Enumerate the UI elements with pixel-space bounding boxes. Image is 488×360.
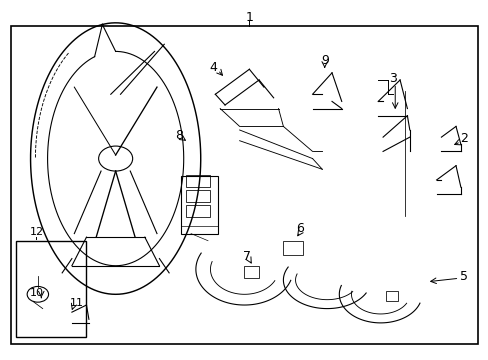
Bar: [186, 175, 210, 187]
Bar: [186, 190, 210, 202]
Text: 8: 8: [175, 129, 183, 142]
Bar: [16, 241, 86, 337]
Text: 2: 2: [459, 132, 467, 145]
Bar: [11, 26, 477, 344]
Bar: [186, 205, 210, 217]
Text: 10: 10: [29, 288, 43, 297]
Text: 3: 3: [388, 72, 396, 85]
Text: 9: 9: [320, 54, 328, 67]
Text: 5: 5: [459, 270, 468, 283]
Text: 11: 11: [70, 298, 83, 308]
Bar: [385, 291, 397, 301]
Bar: [283, 241, 302, 255]
Text: 4: 4: [208, 61, 216, 74]
Text: 12: 12: [29, 227, 43, 237]
Bar: [181, 176, 217, 234]
Text: 6: 6: [296, 222, 304, 235]
Text: 1: 1: [245, 11, 253, 24]
Bar: [244, 266, 259, 278]
Text: 7: 7: [243, 250, 250, 263]
